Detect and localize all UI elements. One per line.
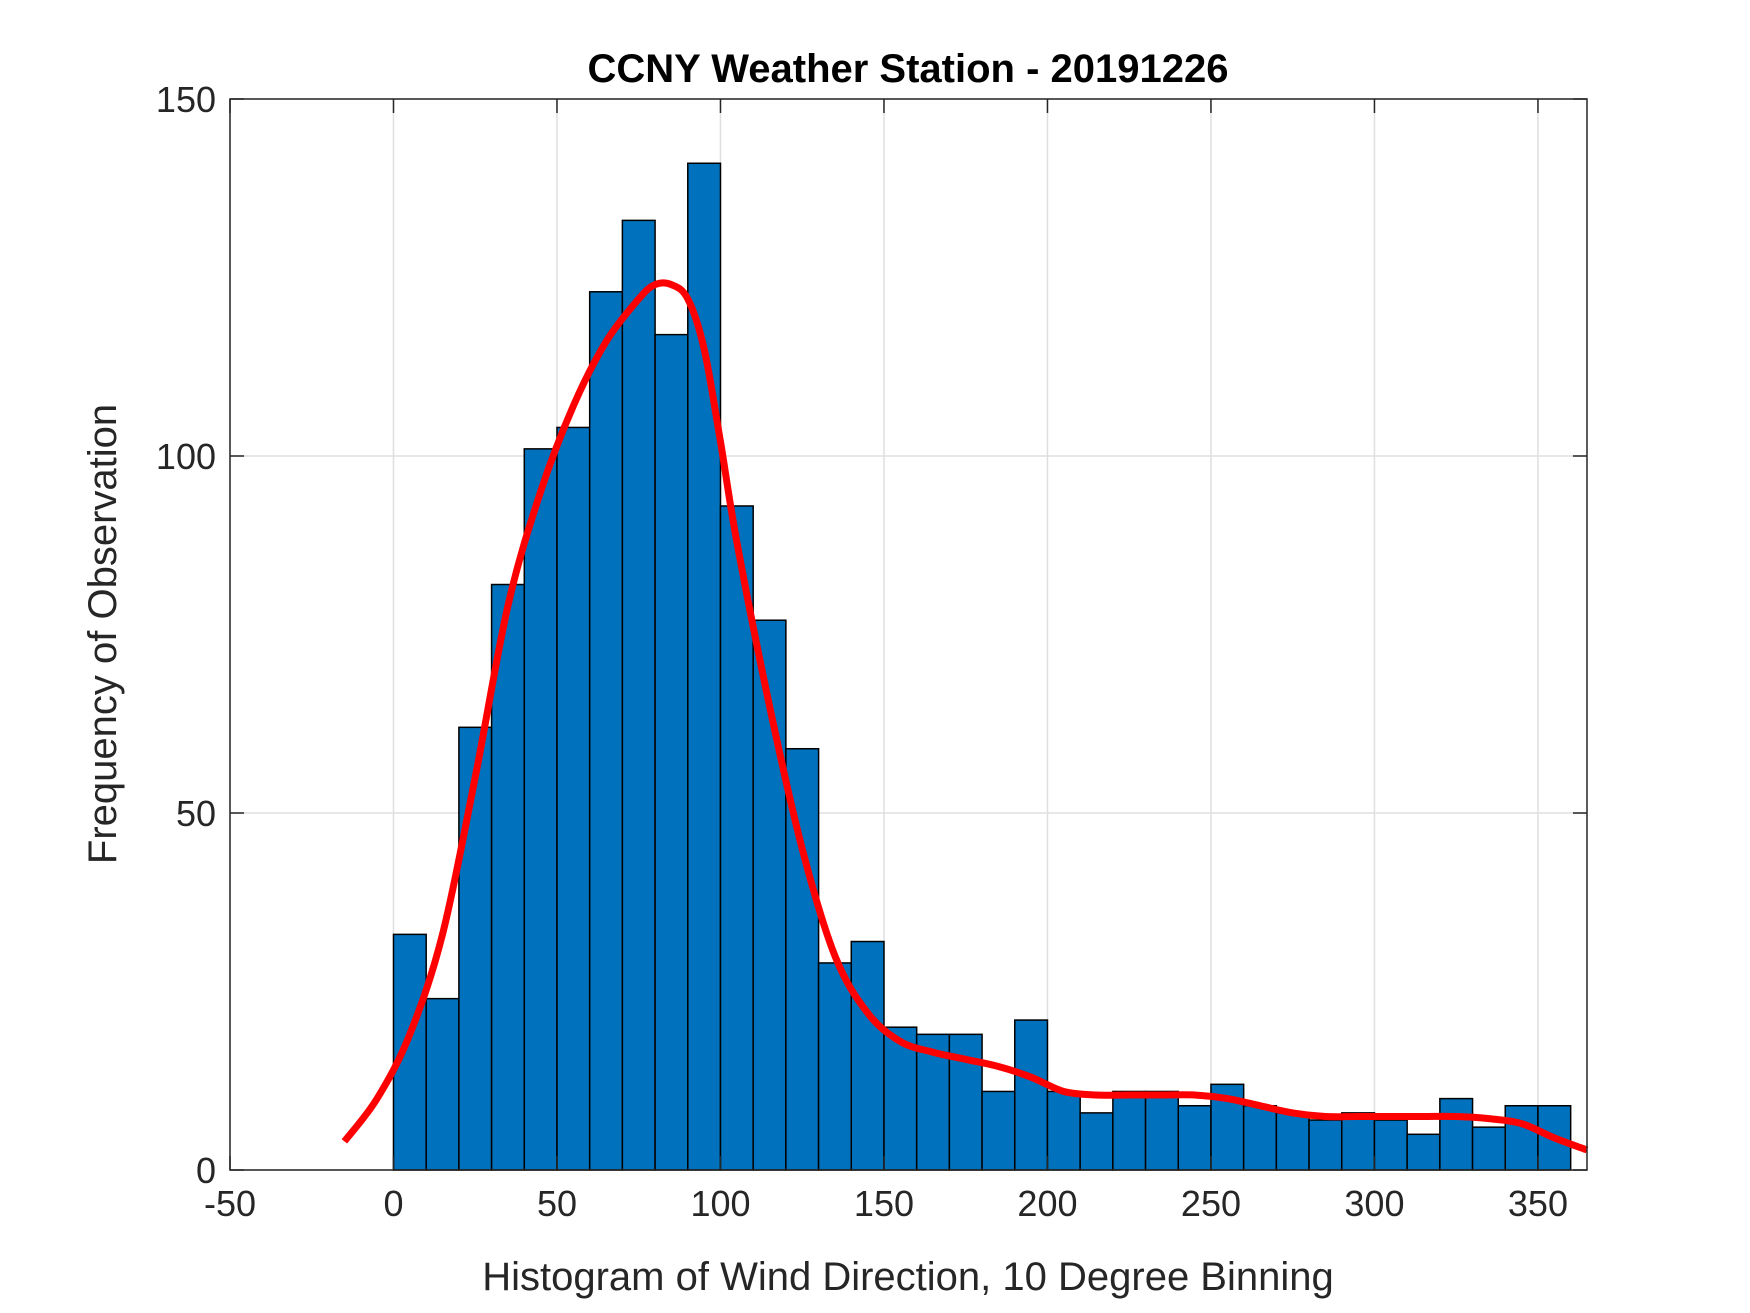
histogram-bar: [1177, 1104, 1212, 1171]
plot-frame: [229, 98, 1588, 1171]
x-tick-label: -50: [204, 1183, 256, 1224]
histogram-bar: [1471, 1126, 1507, 1171]
histogram-bar: [1439, 1097, 1474, 1171]
y-tick-label: 100: [156, 436, 216, 477]
chart-title: CCNY Weather Station - 20191226: [588, 47, 1229, 91]
histogram-bar: [588, 291, 624, 1171]
x-tick-label: 250: [1181, 1183, 1241, 1224]
histogram-bar: [883, 1026, 918, 1171]
x-tick-label: 50: [537, 1183, 577, 1224]
histogram-bar: [850, 940, 885, 1171]
histogram-bar: [1341, 1112, 1376, 1171]
x-tick-label: 350: [1508, 1183, 1568, 1224]
histogram-bar: [556, 426, 591, 1171]
y-tick-label: 50: [176, 793, 216, 834]
fit-curve-layer: [341, 279, 1589, 1154]
x-tick-label: 200: [1017, 1183, 1077, 1224]
x-tick-label: 0: [383, 1183, 403, 1224]
y-axis-label: Frequency of Observation: [81, 404, 125, 864]
x-tick-label: 100: [690, 1183, 750, 1224]
histogram-bar: [817, 962, 853, 1171]
histogram-bar: [1373, 1119, 1408, 1171]
histogram-bar: [621, 219, 656, 1171]
histogram-bars: [392, 162, 1572, 1171]
x-tick-label: 150: [854, 1183, 914, 1224]
fit-curve-line: [341, 279, 1589, 1154]
histogram-bar: [1046, 1090, 1081, 1171]
y-tick-label: 150: [156, 79, 216, 120]
histogram-bar: [1275, 1112, 1310, 1171]
histogram-bar: [981, 1090, 1016, 1171]
histogram-bar: [1014, 1019, 1049, 1171]
x-tick-label: 300: [1344, 1183, 1404, 1224]
histogram-bar: [1112, 1090, 1147, 1171]
histogram-bar: [1079, 1112, 1114, 1171]
histogram-bar: [425, 997, 460, 1171]
histogram-bar: [687, 162, 722, 1171]
histogram-bar: [1144, 1090, 1180, 1171]
histogram-bar: [1308, 1119, 1343, 1171]
histogram-bar: [1406, 1133, 1441, 1171]
histogram-bar: [1242, 1104, 1278, 1171]
x-axis-label: Histogram of Wind Direction, 10 Degree B…: [482, 1255, 1334, 1299]
y-tick-label: 0: [196, 1150, 216, 1191]
histogram-bar: [1504, 1104, 1539, 1171]
plot-background: [230, 99, 1587, 1170]
histogram-bar: [654, 333, 689, 1171]
histogram-bar: [523, 448, 558, 1171]
